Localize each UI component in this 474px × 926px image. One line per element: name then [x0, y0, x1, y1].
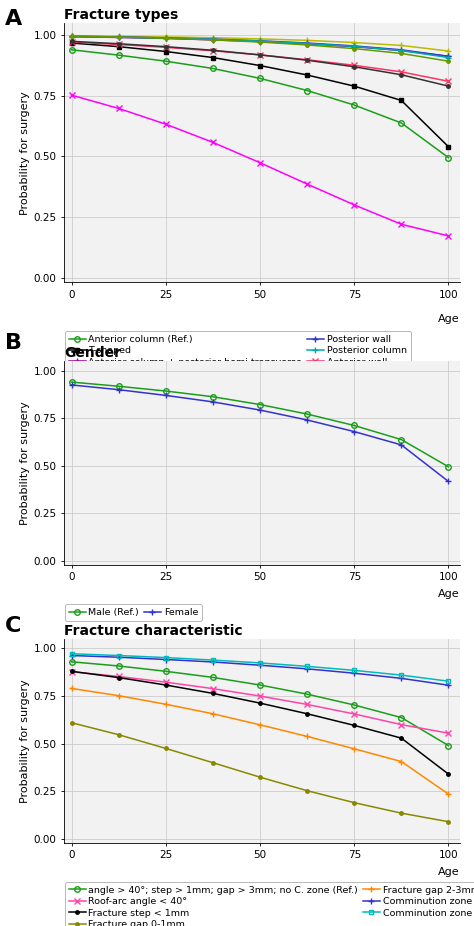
Text: Age: Age [438, 867, 460, 877]
Text: C: C [5, 616, 21, 636]
Legend: Anterior column (Ref.), T-shaped, Anterior column + posterior hemi transverse, P: Anterior column (Ref.), T-shaped, Anteri… [65, 332, 410, 394]
Y-axis label: Probability for surgery: Probability for surgery [20, 679, 30, 803]
Y-axis label: Probability for surgery: Probability for surgery [20, 91, 30, 215]
Text: Fracture types: Fracture types [64, 8, 178, 22]
Text: B: B [5, 333, 22, 354]
Text: Gender: Gender [64, 346, 121, 360]
Y-axis label: Probability for surgery: Probability for surgery [20, 401, 30, 525]
Text: Age: Age [438, 314, 460, 323]
Text: Fracture characteristic: Fracture characteristic [64, 624, 243, 638]
Text: A: A [5, 9, 22, 30]
Legend: Male (Ref.), Female: Male (Ref.), Female [65, 604, 202, 620]
Legend: angle > 40°; step > 1mm; gap > 3mm; no C. zone (Ref.), Roof-arc angle < 40°, Fra: angle > 40°; step > 1mm; gap > 3mm; no C… [65, 882, 474, 926]
Text: Age: Age [438, 589, 460, 599]
